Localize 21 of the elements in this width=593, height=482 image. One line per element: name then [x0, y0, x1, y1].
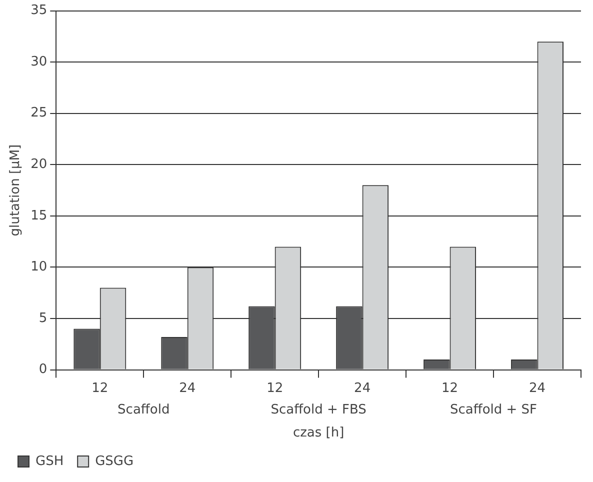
x-tick-label: 12: [442, 380, 458, 396]
legend-label: GSH: [36, 454, 64, 469]
text: Scaffold: [118, 402, 170, 418]
text: Scaffold + FBS: [270, 402, 366, 418]
y-axis-title: glutation [µM]: [8, 144, 24, 236]
x-tick-label: 24: [528, 380, 546, 396]
x-tick-label: 24: [354, 380, 371, 396]
legend-label: GSGG: [95, 454, 134, 469]
y-tick-label: 35: [30, 3, 48, 18]
y-tick-label: 0: [38, 362, 48, 378]
x-tick-label: 24: [179, 380, 196, 396]
y-tick-label: 5: [38, 310, 48, 326]
y-tick-label: 15: [30, 208, 48, 224]
y-tick-label: 30: [30, 54, 48, 70]
x-axis-title: czas [h]: [292, 426, 344, 441]
y-tick-label: 20: [30, 157, 48, 172]
y-tick-label: 25: [30, 106, 48, 121]
text: Scaffold + SF: [450, 402, 538, 418]
x-tick-label: 12: [92, 380, 108, 396]
x-tick-label: 12: [266, 380, 284, 396]
y-tick-label: 10: [30, 260, 48, 275]
